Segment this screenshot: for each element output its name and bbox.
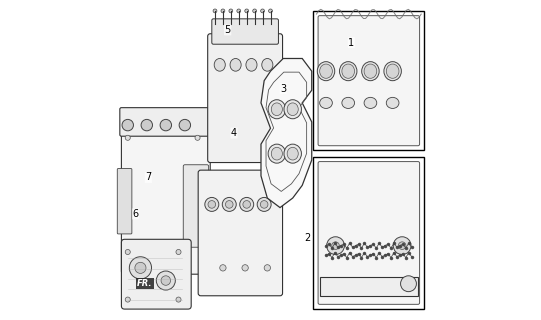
- Circle shape: [240, 197, 254, 212]
- Text: 7: 7: [145, 172, 151, 182]
- Ellipse shape: [320, 97, 332, 108]
- Circle shape: [220, 265, 226, 271]
- Circle shape: [400, 276, 417, 292]
- Circle shape: [257, 197, 271, 212]
- Circle shape: [160, 119, 171, 131]
- Circle shape: [237, 9, 241, 13]
- Circle shape: [260, 201, 268, 208]
- FancyBboxPatch shape: [318, 16, 420, 146]
- Ellipse shape: [317, 62, 335, 81]
- Circle shape: [125, 297, 130, 302]
- Circle shape: [205, 197, 219, 212]
- Ellipse shape: [340, 62, 357, 81]
- Circle shape: [332, 242, 339, 250]
- FancyBboxPatch shape: [212, 19, 279, 44]
- Circle shape: [222, 197, 236, 212]
- Ellipse shape: [287, 147, 298, 160]
- Ellipse shape: [342, 97, 354, 108]
- Circle shape: [125, 221, 130, 226]
- Ellipse shape: [246, 59, 257, 71]
- Ellipse shape: [342, 64, 354, 78]
- Circle shape: [264, 265, 270, 271]
- FancyBboxPatch shape: [313, 11, 424, 150]
- Circle shape: [135, 262, 146, 273]
- FancyBboxPatch shape: [183, 165, 209, 247]
- Circle shape: [268, 9, 273, 13]
- FancyBboxPatch shape: [313, 157, 424, 309]
- FancyBboxPatch shape: [121, 239, 191, 309]
- FancyBboxPatch shape: [208, 34, 282, 163]
- Ellipse shape: [320, 64, 332, 78]
- Text: 6: 6: [133, 209, 138, 219]
- Circle shape: [141, 119, 153, 131]
- Circle shape: [156, 271, 175, 290]
- Ellipse shape: [287, 103, 298, 116]
- Circle shape: [393, 237, 411, 254]
- Circle shape: [242, 265, 248, 271]
- Text: 5: 5: [225, 25, 231, 35]
- Circle shape: [229, 9, 233, 13]
- Circle shape: [176, 250, 181, 254]
- Circle shape: [398, 242, 406, 250]
- Circle shape: [243, 201, 250, 208]
- Circle shape: [125, 135, 130, 140]
- FancyBboxPatch shape: [318, 162, 420, 304]
- Ellipse shape: [271, 103, 282, 116]
- Ellipse shape: [268, 144, 286, 163]
- Ellipse shape: [364, 64, 377, 78]
- Circle shape: [161, 276, 170, 285]
- Circle shape: [179, 119, 190, 131]
- Text: FR.: FR.: [137, 279, 153, 288]
- Ellipse shape: [284, 144, 301, 163]
- Circle shape: [208, 201, 216, 208]
- Circle shape: [327, 237, 345, 254]
- Ellipse shape: [362, 62, 379, 81]
- Circle shape: [150, 249, 163, 261]
- Text: 2: 2: [304, 233, 310, 243]
- Polygon shape: [320, 277, 418, 296]
- Ellipse shape: [214, 59, 225, 71]
- Ellipse shape: [384, 62, 401, 81]
- Ellipse shape: [271, 147, 282, 160]
- Circle shape: [261, 9, 265, 13]
- Ellipse shape: [364, 97, 377, 108]
- Ellipse shape: [386, 64, 399, 78]
- Circle shape: [226, 201, 233, 208]
- FancyBboxPatch shape: [198, 170, 282, 296]
- Circle shape: [195, 221, 200, 226]
- Circle shape: [122, 119, 134, 131]
- Circle shape: [176, 297, 181, 302]
- Ellipse shape: [284, 100, 301, 119]
- Text: 4: 4: [231, 128, 237, 138]
- FancyBboxPatch shape: [117, 169, 132, 234]
- Circle shape: [213, 9, 217, 13]
- Ellipse shape: [230, 59, 241, 71]
- Circle shape: [195, 135, 200, 140]
- Circle shape: [125, 250, 130, 254]
- Circle shape: [245, 9, 249, 13]
- Circle shape: [142, 241, 170, 269]
- Polygon shape: [261, 59, 312, 208]
- Ellipse shape: [262, 59, 273, 71]
- FancyBboxPatch shape: [120, 108, 212, 136]
- Circle shape: [129, 257, 151, 279]
- Text: 1: 1: [348, 38, 354, 48]
- Circle shape: [253, 9, 256, 13]
- Text: 3: 3: [280, 84, 286, 94]
- FancyBboxPatch shape: [121, 125, 210, 274]
- Ellipse shape: [268, 100, 286, 119]
- Circle shape: [221, 9, 225, 13]
- Ellipse shape: [386, 97, 399, 108]
